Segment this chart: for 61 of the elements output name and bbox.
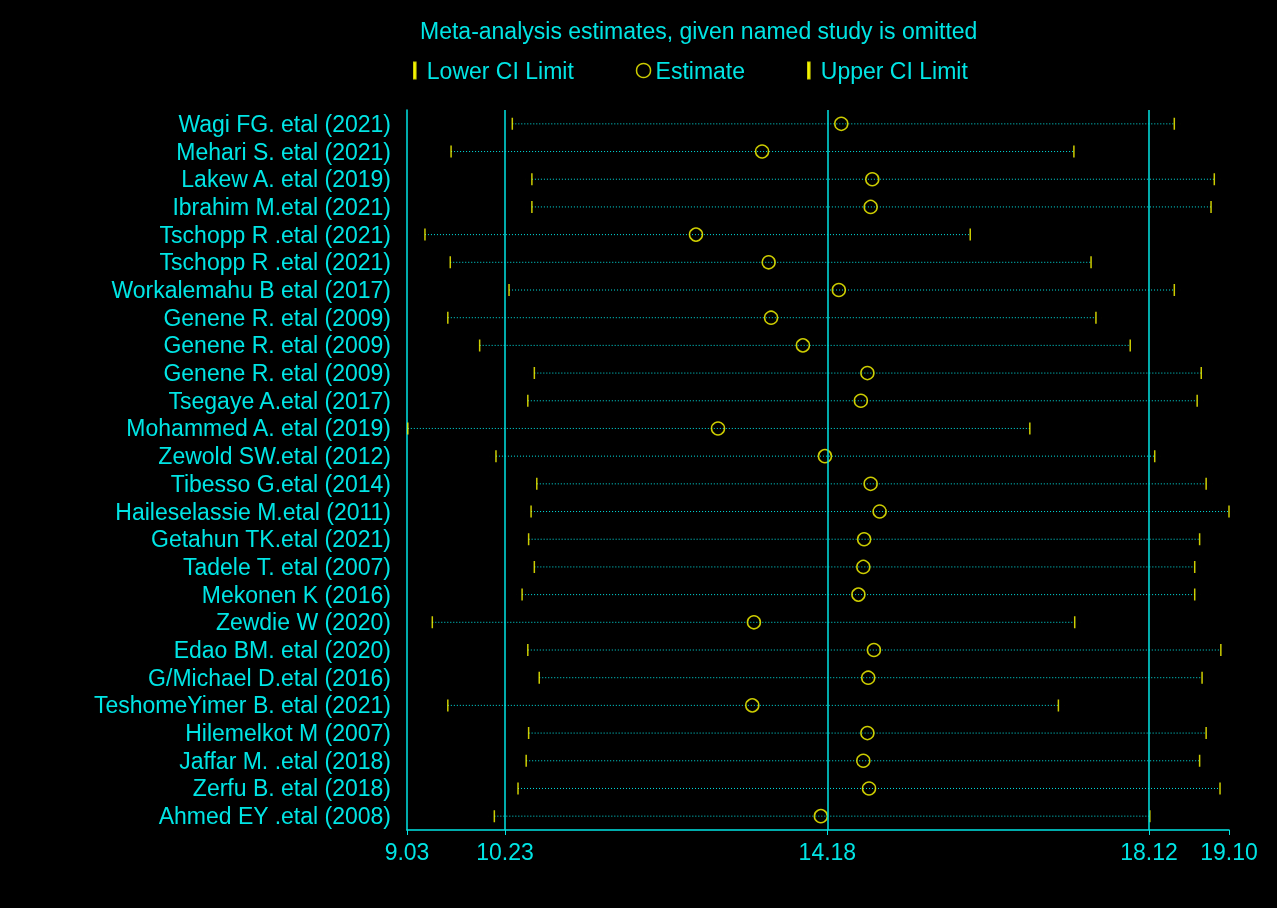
y-tick-label: Edao BM. etal (2020) [173, 637, 391, 663]
point [754, 144, 770, 159]
point [860, 365, 875, 381]
point [813, 808, 829, 824]
y-tick-label: Genene R. etal (2009) [163, 332, 391, 359]
y-tick-label: Lakew A. etal (2019) [181, 166, 391, 193]
legend-label: Estimate [655, 57, 746, 84]
y-tick-label: Zerfu B. etal (2018) [192, 775, 391, 802]
point [851, 587, 866, 602]
y-tick-label: Tsegaye A.etal (2017) [168, 387, 391, 414]
point [863, 476, 878, 492]
legend-label: Lower CI Limit [426, 57, 575, 84]
point [856, 559, 871, 575]
point [856, 531, 872, 547]
y-tick-label: Zewdie W (2020) [215, 609, 391, 636]
y-tick-label: G/Michael D.etal (2016) [148, 664, 391, 691]
y-tick-label: Tschopp R .etal (2021) [159, 221, 391, 248]
y-tick-label: Tibesso G.etal (2014) [170, 470, 391, 497]
point [865, 171, 880, 187]
y-tick-label: Wagi FG. etal (2021) [178, 110, 391, 137]
point [866, 642, 882, 658]
point [861, 781, 877, 796]
point [831, 282, 847, 298]
point [763, 310, 779, 325]
y-tick-label: Haileselassie M.etal (2011) [115, 498, 391, 525]
y-tick-label: Mohammed A. etal (2019) [126, 415, 391, 442]
y-tick-label: Mekonen K (2016) [201, 581, 391, 608]
point [710, 421, 726, 436]
x-tick-label: 10.23 [476, 838, 534, 865]
y-tick-label: Ahmed EY .etal (2008) [158, 803, 391, 830]
point [860, 670, 876, 685]
y-tick-label: Workalemahu B etal (2017) [111, 277, 391, 303]
point [856, 753, 871, 769]
y-tick-label: Getahun TK.etal (2021) [151, 526, 391, 553]
x-tick-label: 18.12 [1120, 838, 1178, 865]
x-tick-label: 14.18 [798, 838, 857, 865]
y-tick-label: Ibrahim M.etal (2021) [172, 193, 391, 220]
point [746, 615, 762, 630]
point [863, 199, 878, 215]
y-tick-label: Genene R. etal (2009) [163, 360, 391, 387]
chart-title: Meta-analysis estimates, given named study is omitted [420, 17, 978, 44]
legend-label: Upper CI Limit [820, 57, 969, 84]
point [817, 448, 833, 464]
point [688, 227, 704, 242]
y-tick-label: Zewold SW.etal (2012) [158, 443, 391, 470]
point [872, 504, 887, 519]
point [745, 698, 760, 713]
y-tick-label: Genene R. etal (2009) [163, 304, 391, 331]
y-tick-label: Mehari S. etal (2021) [176, 138, 391, 165]
y-tick-label: TeshomeYimer B. etal (2021) [93, 692, 391, 719]
y-tick-label: Jaffar M. .etal (2018) [179, 747, 391, 774]
y-tick-label: Tadele T. etal (2007) [183, 553, 391, 580]
x-tick-label: 19.10 [1200, 838, 1258, 865]
text: 9.03 [384, 838, 430, 865]
y-tick-label: Hilemelkot M (2007) [185, 720, 391, 747]
point [761, 255, 776, 270]
point [834, 116, 849, 132]
y-tick-label: Tschopp R .etal (2021) [159, 249, 391, 276]
point [853, 393, 869, 409]
point [860, 725, 875, 741]
point [795, 338, 811, 353]
